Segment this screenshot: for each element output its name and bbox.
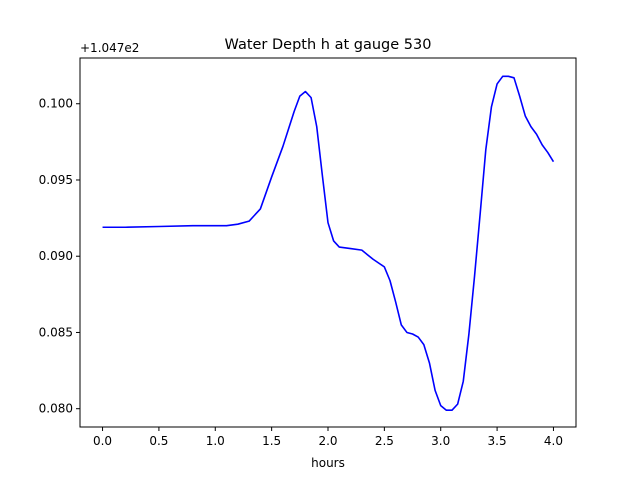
x-tick-label: 3.5	[488, 434, 507, 448]
x-axis-label: hours	[311, 456, 345, 470]
y-axis-offset-label: +1.047e2	[80, 41, 139, 55]
x-tick-label: 0.5	[149, 434, 168, 448]
x-tick-label: 4.0	[544, 434, 563, 448]
y-tick-label: 0.085	[39, 325, 73, 339]
x-axis-ticks: 0.0 0.5 1.0 1.5 2.0 2.5 3.0 3.5 4.0	[93, 427, 563, 448]
x-tick-label: 2.0	[318, 434, 337, 448]
y-tick-label: 0.090	[39, 249, 73, 263]
x-tick-label: 1.0	[206, 434, 225, 448]
y-tick-label: 0.095	[39, 173, 73, 187]
chart-title: Water Depth h at gauge 530	[225, 37, 432, 53]
series-line-0	[102, 75, 555, 412]
x-tick-label: 3.0	[431, 434, 450, 448]
x-tick-label: 1.5	[262, 434, 281, 448]
y-tick-label: 0.080	[39, 402, 73, 416]
y-tick-label: 0.100	[39, 97, 73, 111]
x-tick-label: 0.0	[93, 434, 112, 448]
x-tick-label: 2.5	[375, 434, 394, 448]
y-axis-ticks: 0.080 0.085 0.090 0.095 0.100	[39, 97, 80, 416]
